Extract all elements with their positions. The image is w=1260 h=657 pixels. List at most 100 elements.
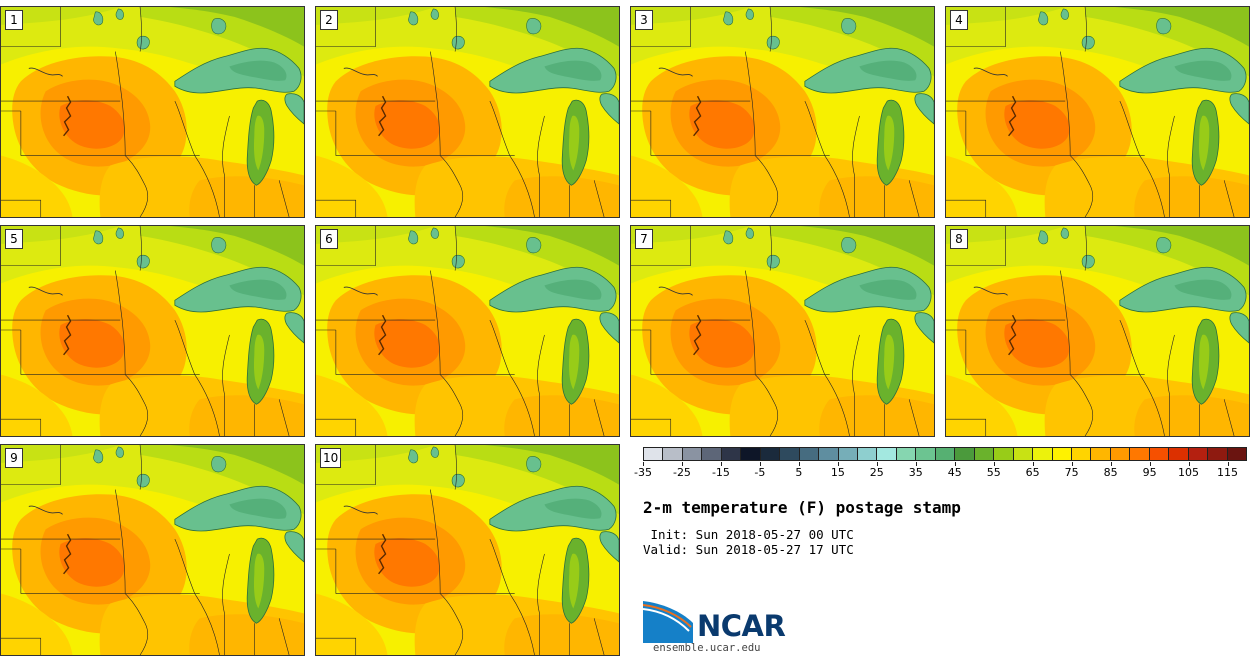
temperature-map bbox=[631, 7, 934, 217]
colorbar-swatch bbox=[1091, 448, 1111, 460]
colorbar-tick-label: 65 bbox=[1025, 466, 1040, 479]
colorbar-swatch bbox=[935, 448, 956, 460]
member-number-label: 4 bbox=[950, 10, 968, 30]
colorbar-swatch bbox=[819, 448, 839, 460]
colorbar-ticks: -35 -25 -15 -5 5 15 25 35 45 55 65 75 85 95 105 115 bbox=[634, 462, 1247, 482]
colorbar-tick-mark bbox=[681, 462, 683, 466]
colorbar-swatch bbox=[644, 448, 664, 460]
member-number-label: 9 bbox=[5, 448, 23, 468]
colorbar-tick-mark bbox=[837, 462, 839, 466]
colorbar-swatch bbox=[1110, 448, 1131, 460]
colorbar-swatch bbox=[1188, 448, 1209, 460]
ensemble-member-panel[interactable]: 4 bbox=[945, 6, 1250, 218]
temperature-map bbox=[316, 445, 619, 655]
colorbar-swatch bbox=[721, 448, 742, 460]
temperature-colorbar bbox=[643, 447, 1247, 461]
ncar-logo-icon bbox=[643, 601, 693, 643]
colorbar-tick-mark bbox=[993, 462, 995, 466]
colorbar-tick-label: 15 bbox=[830, 466, 845, 479]
colorbar-tick-mark bbox=[798, 462, 800, 466]
colorbar-tick-mark bbox=[1227, 462, 1229, 466]
colorbar-tick-mark bbox=[1188, 462, 1190, 466]
colorbar-swatch bbox=[682, 448, 703, 460]
colorbar-tick-mark bbox=[643, 462, 644, 466]
colorbar-swatch bbox=[916, 448, 936, 460]
colorbar-swatch bbox=[896, 448, 917, 460]
ensemble-member-panel[interactable]: 9 bbox=[0, 444, 305, 656]
temperature-map bbox=[1, 445, 304, 655]
temperature-map bbox=[316, 226, 619, 436]
colorbar-swatch bbox=[974, 448, 995, 460]
temperature-map bbox=[316, 7, 619, 217]
init-time: Init: Sun 2018-05-27 00 UTC bbox=[643, 527, 854, 542]
colorbar-swatch bbox=[1071, 448, 1092, 460]
temperature-map bbox=[1, 226, 304, 436]
colorbar-tick-mark bbox=[1071, 462, 1073, 466]
colorbar-tick-label: -35 bbox=[634, 466, 652, 479]
temperature-map bbox=[946, 7, 1249, 217]
figure-title: 2-m temperature (F) postage stamp bbox=[643, 498, 961, 517]
colorbar-swatch bbox=[799, 448, 820, 460]
colorbar-swatch bbox=[838, 448, 858, 460]
colorbar-tick-label: -15 bbox=[711, 466, 730, 479]
ensemble-member-panel[interactable]: 8 bbox=[945, 225, 1250, 437]
colorbar-tick-label: 75 bbox=[1064, 466, 1079, 479]
member-number-label: 10 bbox=[320, 448, 342, 468]
colorbar-swatch bbox=[1227, 448, 1247, 460]
colorbar-tick-mark bbox=[1110, 462, 1112, 466]
colorbar-tick-mark bbox=[876, 462, 878, 466]
colorbar-tick-mark bbox=[759, 462, 761, 466]
colorbar-tick-label: 45 bbox=[947, 466, 962, 479]
colorbar-swatch bbox=[702, 448, 722, 460]
colorbar-tick-label: 95 bbox=[1142, 466, 1157, 479]
logo-wordmark: NCAR bbox=[697, 609, 786, 643]
colorbar-tick-label: 25 bbox=[869, 466, 884, 479]
ensemble-member-panel[interactable]: 7 bbox=[630, 225, 935, 437]
member-number-label: 5 bbox=[5, 229, 23, 249]
logo-url[interactable]: ensemble.ucar.edu bbox=[653, 642, 761, 654]
colorbar-swatch bbox=[994, 448, 1014, 460]
member-number-label: 8 bbox=[950, 229, 968, 249]
ensemble-member-panel[interactable]: 2 bbox=[315, 6, 620, 218]
temperature-map bbox=[1, 7, 304, 217]
colorbar-swatch bbox=[877, 448, 897, 460]
colorbar-tick-label: 115 bbox=[1217, 466, 1239, 479]
valid-time: Valid: Sun 2018-05-27 17 UTC bbox=[643, 542, 854, 557]
colorbar-tick-label: 55 bbox=[986, 466, 1001, 479]
colorbar-swatch bbox=[663, 448, 683, 460]
colorbar-swatch bbox=[1013, 448, 1034, 460]
colorbar-swatch bbox=[780, 448, 800, 460]
colorbar-tick-label: 35 bbox=[908, 466, 923, 479]
ensemble-member-panel[interactable]: 1 bbox=[0, 6, 305, 218]
colorbar-swatch bbox=[741, 448, 761, 460]
temperature-map bbox=[631, 226, 934, 436]
colorbar-tick-mark bbox=[1032, 462, 1034, 466]
member-number-label: 7 bbox=[635, 229, 653, 249]
colorbar-swatch bbox=[1149, 448, 1170, 460]
member-number-label: 2 bbox=[320, 10, 338, 30]
colorbar-swatch bbox=[1033, 448, 1053, 460]
colorbar-tick-label: -5 bbox=[754, 466, 766, 479]
colorbar-tick-mark bbox=[1149, 462, 1151, 466]
temperature-map bbox=[946, 226, 1249, 436]
member-number-label: 1 bbox=[5, 10, 23, 30]
colorbar-swatch bbox=[955, 448, 975, 460]
colorbar-swatch bbox=[760, 448, 781, 460]
colorbar-tick-label: 5 bbox=[795, 466, 803, 479]
ensemble-member-panel[interactable]: 10 bbox=[315, 444, 620, 656]
member-number-label: 6 bbox=[320, 229, 338, 249]
member-number-label: 3 bbox=[635, 10, 653, 30]
colorbar-tick-label: 85 bbox=[1103, 466, 1118, 479]
colorbar-tick-mark bbox=[954, 462, 956, 466]
colorbar-tick-label: -25 bbox=[672, 466, 691, 479]
ensemble-member-panel[interactable]: 3 bbox=[630, 6, 935, 218]
colorbar-tick-label: 105 bbox=[1178, 466, 1200, 479]
colorbar-swatch bbox=[1208, 448, 1228, 460]
colorbar-swatch bbox=[1130, 448, 1150, 460]
ensemble-member-panel[interactable]: 6 bbox=[315, 225, 620, 437]
colorbar-tick-mark bbox=[915, 462, 917, 466]
colorbar-swatch bbox=[1169, 448, 1189, 460]
colorbar-tick-mark bbox=[720, 462, 722, 466]
ensemble-member-panel[interactable]: 5 bbox=[0, 225, 305, 437]
colorbar-swatch bbox=[1052, 448, 1072, 460]
